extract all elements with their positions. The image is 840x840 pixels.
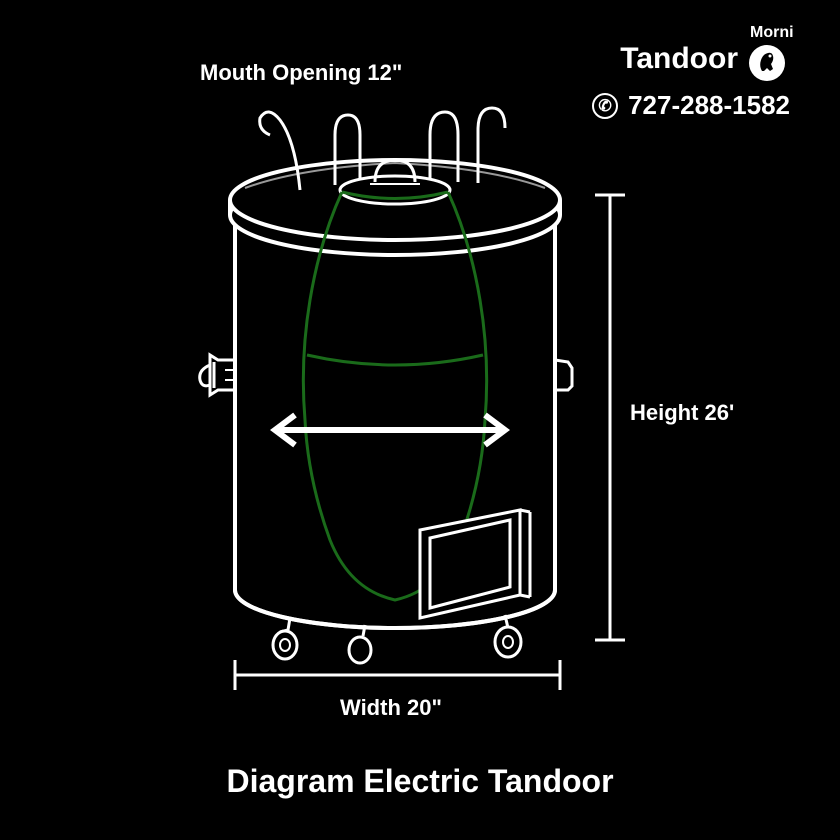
tandoor-diagram (0, 0, 840, 840)
height-dimension (595, 195, 625, 640)
drum-lid (230, 160, 560, 255)
width-dimension (235, 660, 560, 690)
left-handle (200, 355, 235, 395)
right-handle (555, 360, 572, 390)
